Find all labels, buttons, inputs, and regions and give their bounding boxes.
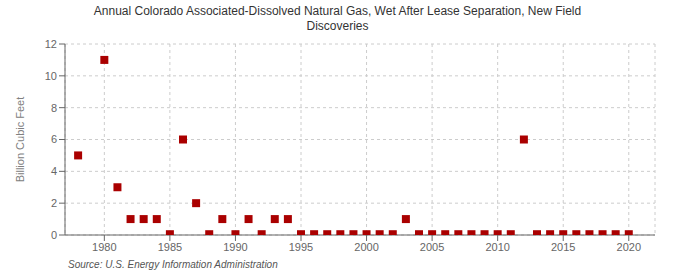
html-text:Source: U.S. Energy Informatio: Source: U.S. Energy Information Administ…	[68, 259, 278, 270]
svg-text:2: 2	[51, 197, 57, 209]
svg-text:2005: 2005	[420, 241, 444, 253]
svg-text:2000: 2000	[354, 241, 378, 253]
svg-text:2020: 2020	[617, 241, 641, 253]
svg-text:10: 10	[45, 70, 57, 82]
svg-text:8: 8	[51, 102, 57, 114]
svg-text:1990: 1990	[223, 241, 247, 253]
svg-text:6: 6	[51, 133, 57, 145]
svg-text:2015: 2015	[551, 241, 575, 253]
svg-text:1995: 1995	[289, 241, 313, 253]
html-text:Annual Colorado Associated-Dis: Annual Colorado Associated-Dissolved Nat…	[93, 4, 582, 18]
svg-text:1980: 1980	[92, 241, 116, 253]
svg-text:4: 4	[51, 165, 57, 177]
svg-text:2010: 2010	[485, 241, 509, 253]
html-text:Discoveries: Discoveries	[306, 19, 369, 33]
svg-text:12: 12	[45, 38, 57, 50]
svg-text:1985: 1985	[158, 241, 182, 253]
svg-text:Billion Cubic Feet: Billion Cubic Feet	[14, 97, 26, 183]
svg-text:0: 0	[51, 229, 57, 241]
